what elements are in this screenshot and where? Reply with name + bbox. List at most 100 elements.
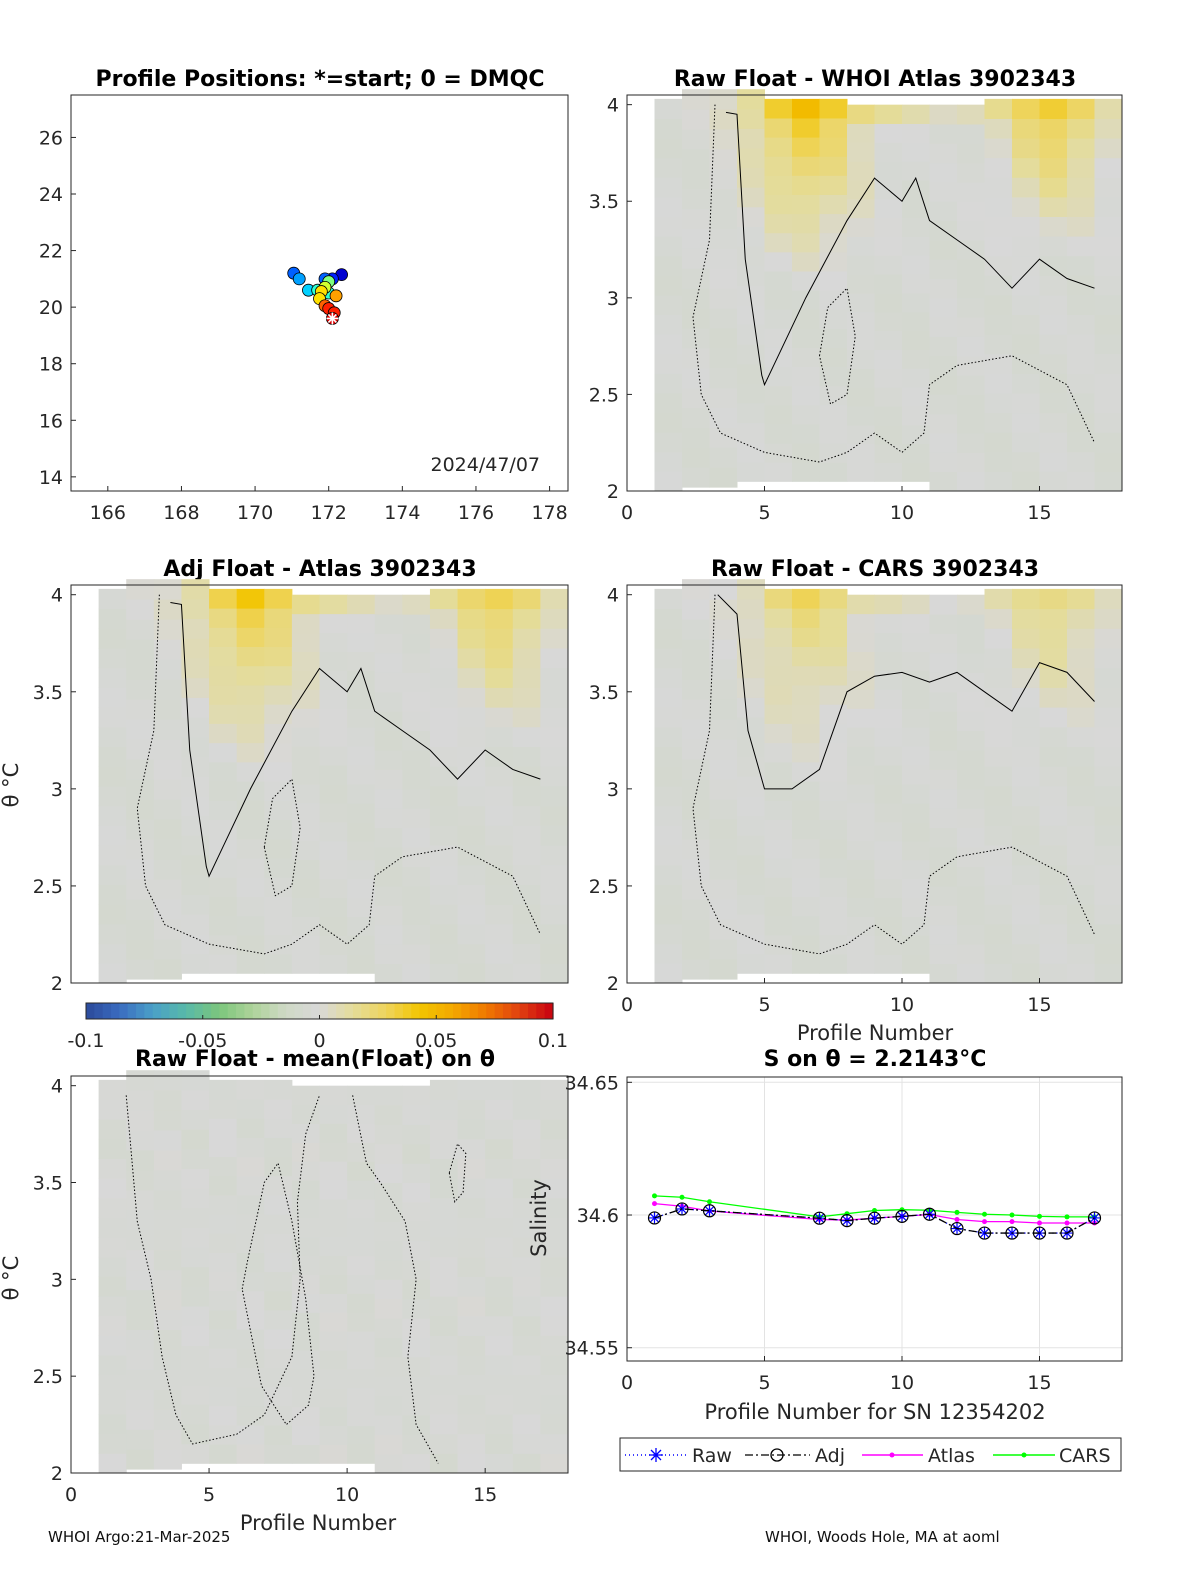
adj-atlas-cell (291, 594, 320, 615)
raw-cars-cell (737, 855, 765, 876)
adj-atlas-cell (457, 746, 486, 767)
raw-mean-cell (236, 1214, 265, 1234)
raw-cars-cell (654, 884, 683, 905)
raw-atlas-cell (1012, 314, 1040, 335)
raw-mean-cell (264, 1194, 293, 1215)
raw-mean-cell (429, 1453, 459, 1474)
raw-atlas-cell (709, 407, 738, 428)
raw-mean-cell (540, 1394, 569, 1415)
adj-atlas-cell (347, 746, 376, 766)
raw-cars-cell (764, 704, 793, 724)
raw-cars-cell (902, 897, 930, 918)
raw-atlas-cell (847, 179, 875, 200)
raw-cars-cell (819, 627, 848, 648)
raw-cars-cell (874, 651, 903, 671)
raw-cars-cell (819, 588, 848, 609)
raw-cars-cell (737, 677, 765, 698)
raw-mean-cell (512, 1335, 541, 1356)
adj-atlas-cell (236, 665, 265, 686)
raw-mean-cell (291, 1255, 320, 1275)
adj-atlas-cell (98, 628, 127, 649)
raw-mean-contour-d (448, 1142, 467, 1203)
raw-atlas-cell (1039, 98, 1068, 119)
adj-atlas-cell (236, 646, 265, 667)
raw-mean-cell (153, 1110, 182, 1131)
raw-atlas-cell (1094, 118, 1123, 139)
raw-mean-cell (291, 1274, 320, 1294)
adj-atlas-cell (512, 766, 541, 787)
adj-atlas-cell (126, 959, 155, 980)
adj-atlas-cell (319, 765, 348, 785)
raw-cars-cell (737, 598, 765, 620)
raw-mean-cell (236, 1079, 265, 1100)
adj-atlas-cell (291, 916, 320, 936)
raw-atlas-cell (737, 324, 765, 345)
adj-atlas-cell (457, 726, 486, 748)
raw-cars-cell (929, 594, 958, 615)
raw-atlas-cell (792, 270, 820, 291)
raw-mean-cell (347, 1368, 376, 1389)
adj-atlas-cell (374, 633, 403, 654)
raw-cars-cell (682, 799, 710, 820)
raw-cars-cell (654, 746, 683, 767)
raw-mean-cell (264, 1367, 293, 1388)
raw-atlas-cell (819, 423, 848, 444)
adj-atlas-cell (209, 857, 238, 878)
adj-atlas-cell (209, 608, 238, 628)
raw-atlas-cell (1012, 255, 1040, 276)
raw-mean-cell (347, 1274, 376, 1294)
colorbar-swatch (427, 1003, 437, 1019)
adj-atlas-cell (402, 711, 431, 732)
raw-cars-cell (1067, 726, 1095, 748)
raw-cars-cell (902, 594, 930, 615)
raw-mean-cell (264, 1233, 293, 1253)
raw-mean-cell (291, 1444, 320, 1464)
raw-cars-cell (737, 776, 765, 797)
raw-mean-cell (319, 1350, 348, 1370)
raw-cars-cell (737, 717, 765, 738)
raw-atlas-cell (957, 259, 985, 280)
salinity-point-raw (703, 1204, 716, 1217)
raw-mean-cell (540, 1433, 569, 1454)
raw-mean-cell (209, 1329, 238, 1349)
raw-mean-cell (98, 1433, 127, 1454)
raw-mean-cell (209, 1386, 238, 1407)
raw-cars-cell (792, 877, 820, 897)
raw-cars-cell (709, 679, 738, 700)
raw-cars-cell (709, 759, 738, 780)
raw-mean-cell (319, 1293, 348, 1313)
raw-mean-cell (236, 1118, 265, 1138)
salinity-series-adj (647, 1202, 1102, 1240)
colorbar-swatch (519, 1003, 529, 1019)
raw-atlas-cell (929, 433, 958, 453)
adj-atlas-cell (540, 667, 569, 688)
raw-atlas-cell (1039, 177, 1068, 198)
raw-atlas-cell (874, 462, 903, 482)
raw-mean-cell (98, 1256, 127, 1277)
raw-atlas-cell (1012, 471, 1040, 492)
raw-atlas-cell (874, 311, 903, 332)
raw-cars-cell (1012, 608, 1040, 629)
raw-cars-cell (847, 670, 875, 690)
raw-cars-cell (1067, 648, 1095, 669)
adj-atlas-cell (264, 954, 293, 974)
salinity-point-adj (812, 1211, 827, 1225)
raw-atlas-xtick-label: 5 (758, 502, 770, 524)
adj-atlas-cell (236, 915, 265, 936)
raw-atlas-cell (847, 330, 875, 351)
raw-mean-cell (153, 1409, 182, 1430)
adj-atlas-cell (457, 825, 486, 846)
raw-atlas-cell (819, 270, 848, 291)
raw-atlas-cell (682, 467, 710, 488)
raw-mean-contours (125, 1095, 467, 1464)
raw-mean-xtick-label: 0 (65, 1484, 77, 1506)
salinity-xtick-label: 0 (621, 1372, 633, 1394)
raw-atlas-cell (957, 104, 985, 125)
raw-mean-cell (429, 1335, 459, 1356)
adj-atlas-cell (236, 608, 265, 628)
adj-atlas-cell (153, 599, 182, 620)
raw-mean-cell (540, 1178, 569, 1199)
raw-cars-cell (902, 802, 930, 823)
raw-mean-cell (485, 1256, 514, 1277)
raw-cars-panel: Raw Float - CARS 3902343 Profile Number … (589, 557, 1123, 1045)
